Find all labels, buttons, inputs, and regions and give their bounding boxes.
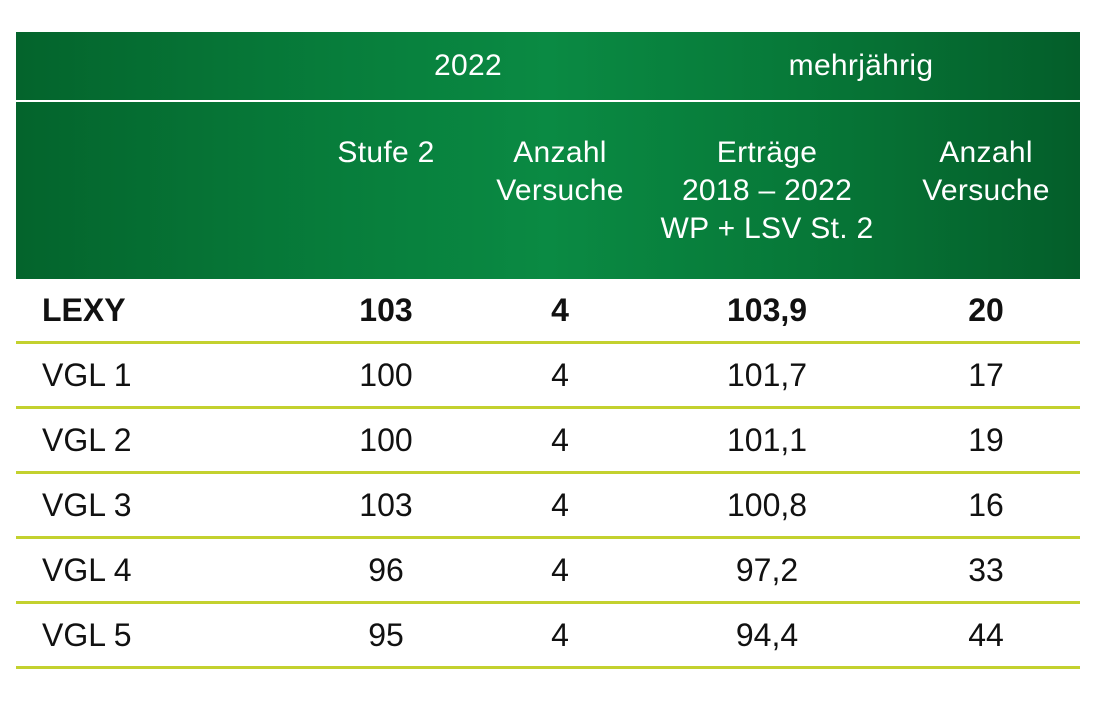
header-col-stufe2: Stufe 2 xyxy=(294,100,478,279)
row-ertraege: 101,7 xyxy=(642,342,893,409)
header-empty-cell xyxy=(16,32,294,101)
row-stufe2: 103 xyxy=(294,279,478,344)
header-col-anzahl-2022-line2: Versuche xyxy=(496,173,624,207)
row-anzahl-2022: 4 xyxy=(478,279,643,344)
row-stufe2: 100 xyxy=(294,407,478,474)
row-stufe2: 95 xyxy=(294,602,478,669)
header-col-ertraege-line3: WP + LSV St. 2 xyxy=(660,211,874,245)
row-ertraege: 103,9 xyxy=(642,279,893,344)
row-anzahl-multi: 44 xyxy=(892,602,1081,669)
header-group-multi: mehrjährig xyxy=(788,49,934,82)
row-anzahl-multi: 16 xyxy=(892,472,1081,539)
row-anzahl-multi: 20 xyxy=(892,279,1081,344)
table-header: 2022 mehrjährig Stufe 2 Anzahl Versuche … xyxy=(16,32,1081,279)
row-ertraege: 101,1 xyxy=(642,407,893,474)
row-anzahl-2022: 4 xyxy=(478,537,643,604)
header-col-ertraege-line2: 2018 – 2022 xyxy=(681,173,853,207)
header-group-row: 2022 mehrjährig xyxy=(16,32,1080,101)
table-row: VGL 1 100 4 101,7 17 xyxy=(16,342,1081,409)
header-col-anzahl-multi: Anzahl Versuche xyxy=(892,100,1081,279)
header-col-anzahl-multi-line1: Anzahl xyxy=(939,135,1033,169)
row-anzahl-2022: 4 xyxy=(478,407,643,474)
row-ertraege: 97,2 xyxy=(642,537,893,604)
header-column-row: Stufe 2 Anzahl Versuche Erträge 2018 – 2… xyxy=(16,100,1081,279)
table-row: VGL 2 100 4 101,1 19 xyxy=(16,407,1081,474)
row-name: VGL 5 xyxy=(16,602,294,669)
header-col-anzahl-multi-line2: Versuche xyxy=(922,173,1050,207)
row-anzahl-2022: 4 xyxy=(478,342,643,409)
header-col-ertraege: Erträge 2018 – 2022 WP + LSV St. 2 xyxy=(642,100,893,279)
row-anzahl-2022: 4 xyxy=(478,602,643,669)
table-body: LEXY 103 4 103,9 20 VGL 1 100 4 101,7 17… xyxy=(16,279,1081,669)
header-col-stufe2-line: Stufe 2 xyxy=(337,135,435,169)
row-anzahl-multi: 33 xyxy=(892,537,1081,604)
row-name: VGL 4 xyxy=(16,537,294,604)
table-row: VGL 3 103 4 100,8 16 xyxy=(16,472,1081,539)
row-anzahl-2022: 4 xyxy=(478,472,643,539)
row-name: VGL 3 xyxy=(16,472,294,539)
results-table: 2022 mehrjährig Stufe 2 Anzahl Versuche … xyxy=(16,32,1081,669)
row-anzahl-multi: 17 xyxy=(892,342,1081,409)
header-col-ertraege-line1: Erträge xyxy=(716,135,818,169)
row-stufe2: 96 xyxy=(294,537,478,604)
row-stufe2: 100 xyxy=(294,342,478,409)
header-group-2022: 2022 xyxy=(434,49,502,82)
row-ertraege: 94,4 xyxy=(642,602,893,669)
header-col-anzahl-2022-line1: Anzahl xyxy=(513,135,607,169)
header-col-anzahl-2022: Anzahl Versuche xyxy=(478,100,643,279)
table-row: VGL 5 95 4 94,4 44 xyxy=(16,602,1081,669)
header-empty-cell xyxy=(16,100,294,279)
row-anzahl-multi: 19 xyxy=(892,407,1081,474)
table-row: LEXY 103 4 103,9 20 xyxy=(16,279,1081,344)
row-name: LEXY xyxy=(16,279,294,344)
row-ertraege: 100,8 xyxy=(642,472,893,539)
row-stufe2: 103 xyxy=(294,472,478,539)
table-row: VGL 4 96 4 97,2 33 xyxy=(16,537,1081,604)
row-name: VGL 1 xyxy=(16,342,294,409)
row-name: VGL 2 xyxy=(16,407,294,474)
